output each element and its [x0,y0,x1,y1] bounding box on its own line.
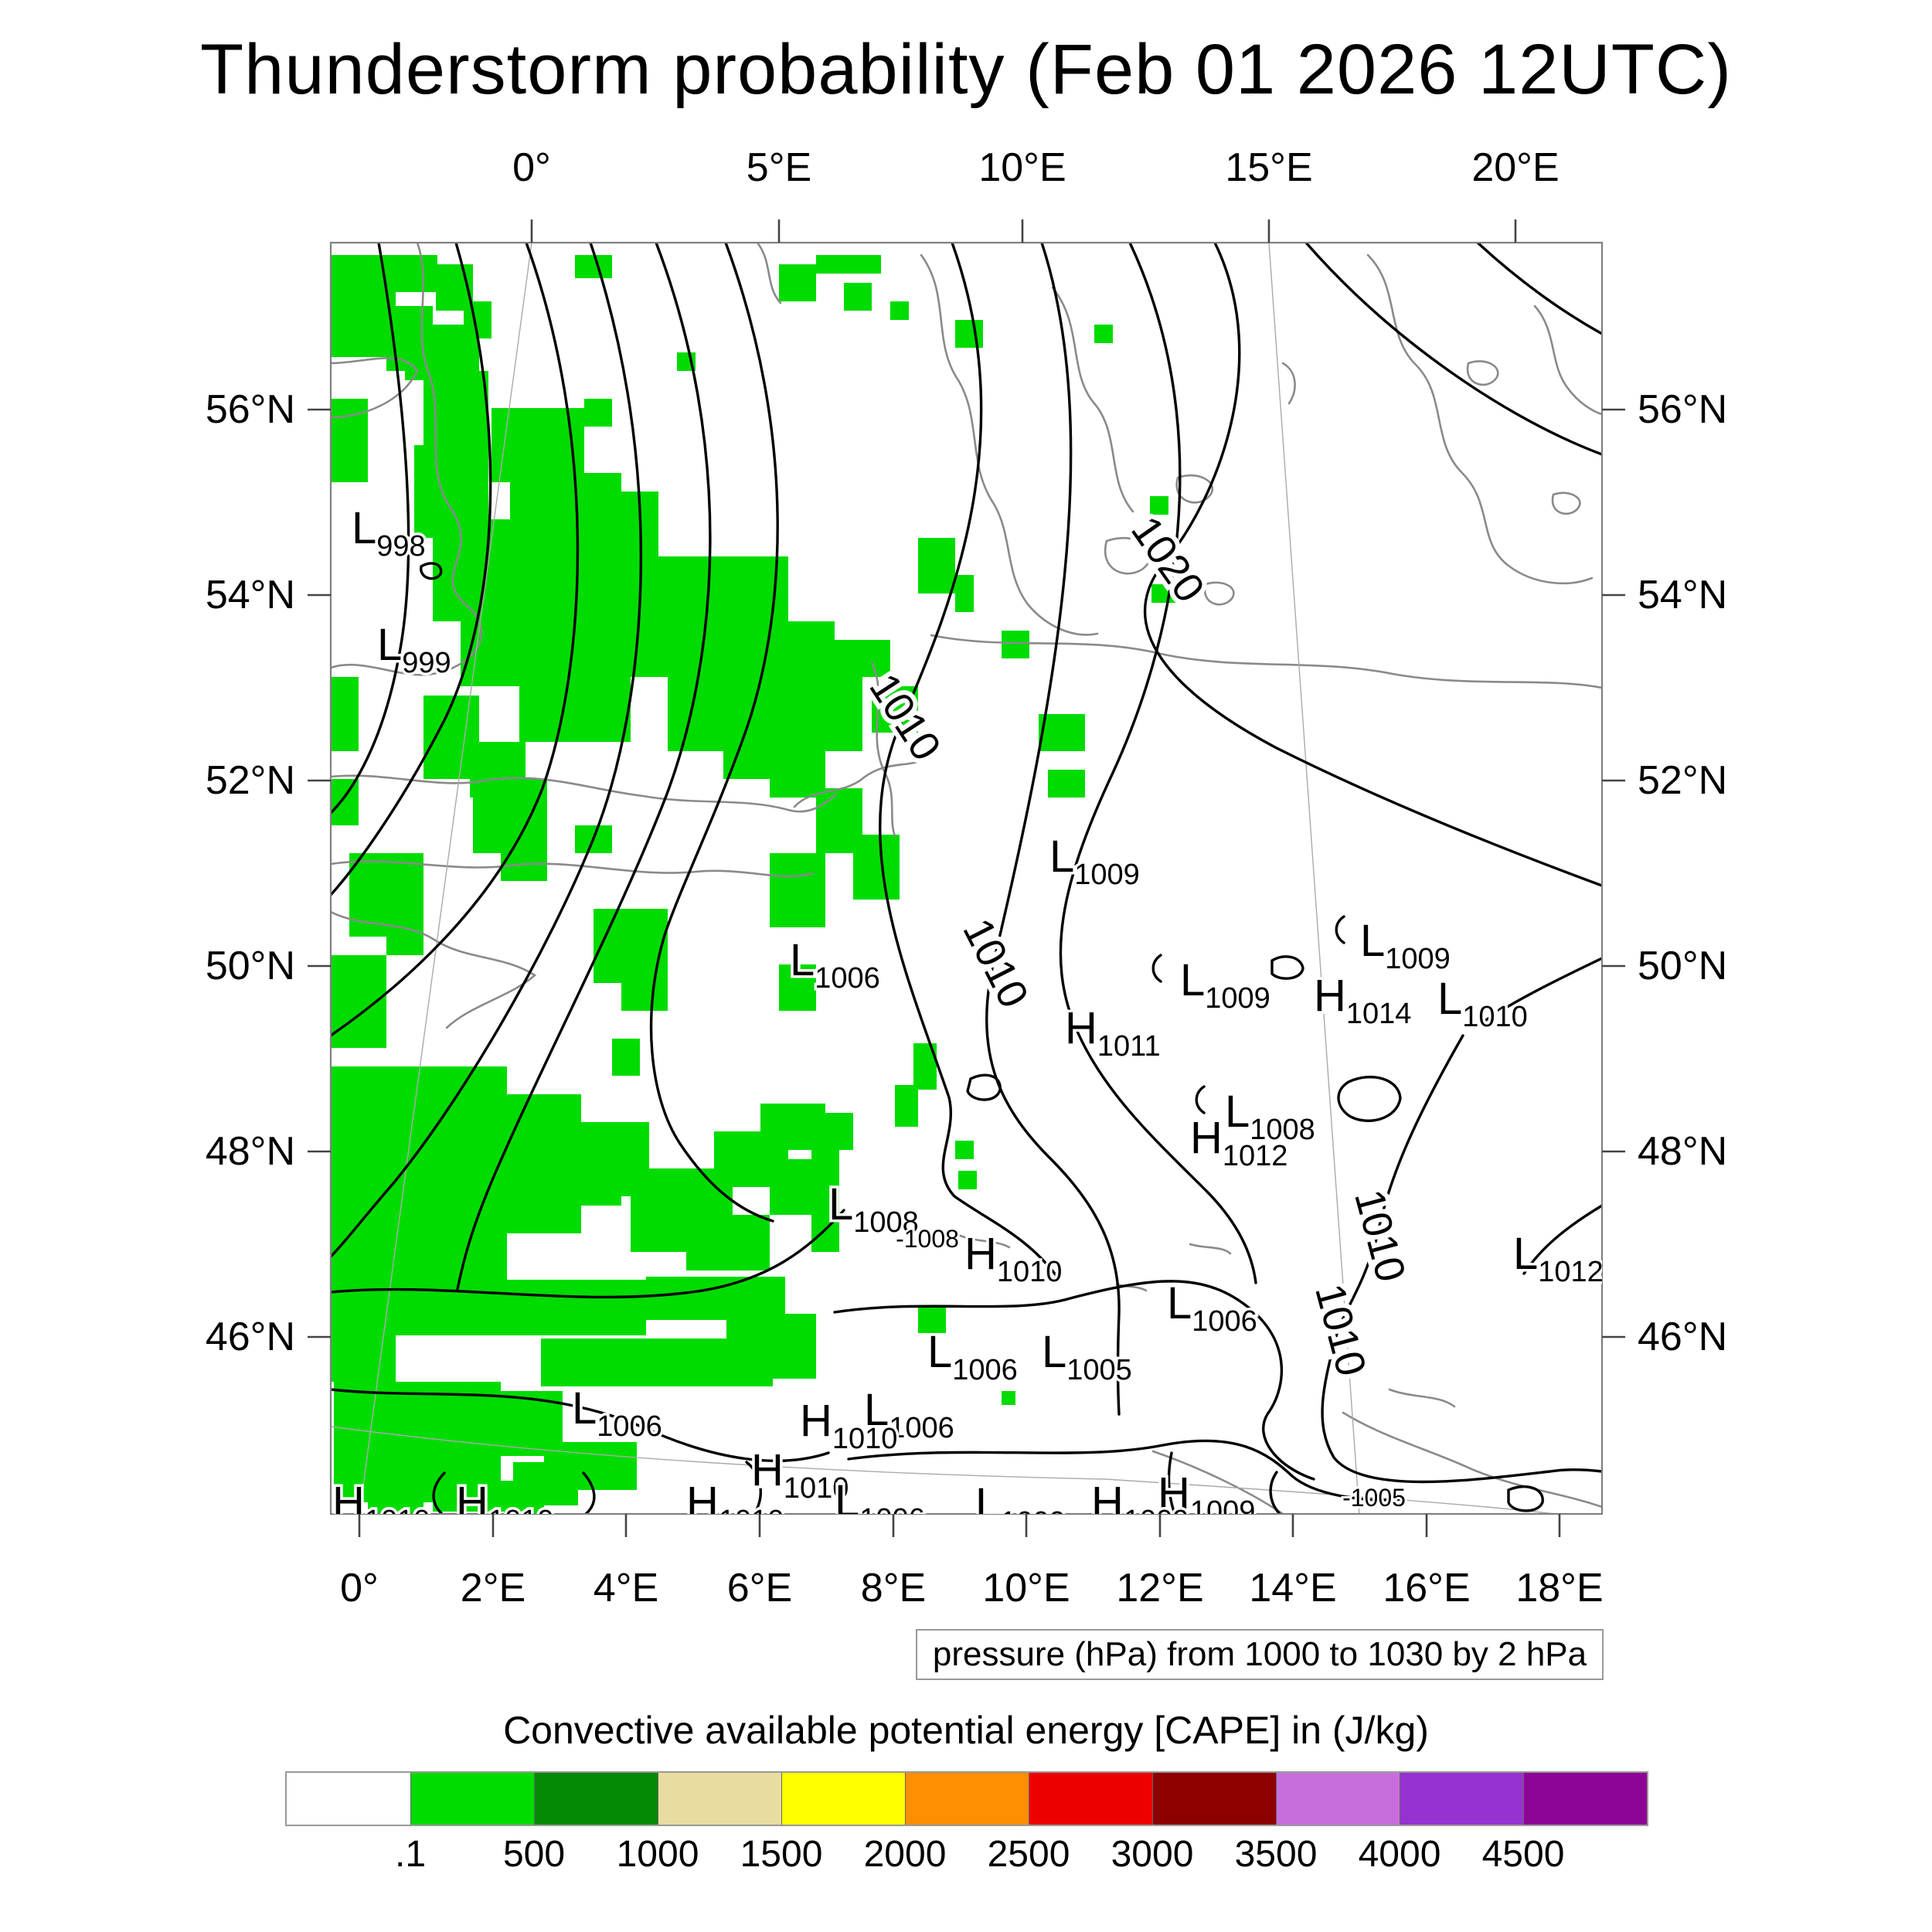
colorbar-tick-value: 3500 [1234,1834,1318,1875]
colorbar-cell [905,1773,1029,1825]
colorbar-cell [1152,1773,1276,1825]
colorbar-cell [287,1773,410,1825]
colorbar-cell [410,1773,534,1825]
colorbar-tick-value: 1500 [740,1834,823,1875]
isobar-value-label: 1010 [1306,1279,1375,1381]
pressure-center-label: L1009 [975,1479,1066,1539]
pressure-center-label: L1006 [572,1383,662,1443]
colorbar-tick-value: 500 [502,1834,566,1875]
lat-label-right: 46°N [1638,1315,1727,1359]
pressure-center-label: L1010 [1437,974,1528,1033]
colorbar-tick-value: 3000 [1111,1834,1194,1875]
colorbar-cell [534,1773,658,1825]
pressure-caption: pressure (hPa) from 1000 to 1030 by 2 hP… [916,1629,1604,1680]
lon-label-bottom: 16°E [1383,1566,1470,1611]
pressure-center-label: H1011 [1065,1003,1161,1063]
lat-label-right: 56°N [1638,387,1727,432]
pressure-center-label: L1006 [927,1327,1018,1386]
colorbar-cell [1029,1773,1152,1825]
lat-label-right: 52°N [1638,758,1727,803]
cape-colorbar [285,1771,1648,1826]
axis-labels: 0° 5°E 10°E 15°E 20°E 0° 2°E 4°E 6°E 8°E 10°E 12°E 1… [206,145,1727,1611]
colorbar-tick-labels: .1 500 1000 1500 2000 2500 3000 3500 4000 4500 [0,1833,1932,1879]
colorbar-cell [658,1773,781,1825]
colorbar-cell [1276,1773,1400,1825]
lon-label-bottom: 4°E [594,1566,658,1611]
lat-label-right: 54°N [1638,573,1727,617]
pressure-center-label: H1010 [964,1229,1062,1288]
lon-label-bottom: 0° [340,1566,379,1611]
colorbar-cell [1523,1773,1647,1825]
colorbar-tick-value: .1 [394,1834,427,1875]
lon-label-top: 20°E [1471,145,1559,190]
lon-label-top: 10°E [978,145,1066,190]
pressure-center-label: L1009 [1180,955,1270,1015]
colorbar-tick-value: 2500 [987,1834,1070,1875]
isobar-contours [331,243,1602,1514]
pressure-center-label: H1009 [1158,1468,1255,1528]
colorbar-tick-value: 2000 [863,1834,947,1875]
lon-label-top: 5°E [747,145,811,190]
lon-label-bottom: 12°E [1116,1566,1203,1611]
lon-label-bottom: 14°E [1249,1566,1336,1611]
lat-label-left: 50°N [206,944,295,988]
lon-label-top: 15°E [1225,145,1312,190]
pressure-center-label: H1014 [1314,971,1411,1030]
colorbar-title: Convective available potential energy [C… [503,1709,1429,1752]
isobar-small-label: -1005 [1342,1484,1406,1512]
lon-label-bottom: 8°E [861,1566,926,1611]
isobar-value-label: 1010 [1345,1185,1414,1287]
lat-label-left: 54°N [206,573,295,617]
coastlines [331,243,1602,1514]
pressure-center-label: L1009 [1049,832,1140,891]
colorbar-tick-value: 1000 [616,1834,699,1875]
pressure-center-label: L1009 [1360,916,1451,975]
lat-label-right: 48°N [1638,1129,1727,1174]
pressure-center-label: L1008 [1225,1087,1315,1146]
colorbar-tick-value: 4000 [1358,1834,1441,1875]
lon-label-bottom: 6°E [727,1566,792,1611]
lat-label-left: 48°N [206,1129,295,1174]
lat-label-right: 50°N [1638,944,1727,988]
graticule-lines [331,243,1556,1514]
page-title: Thunderstorm probability (Feb 01 2026 12… [199,30,1733,109]
lon-label-top: 0° [512,145,551,190]
lat-label-left: 56°N [206,387,295,432]
isobar-value-label: 1020 [1122,508,1213,611]
colorbar-tick-value: 4500 [1481,1834,1565,1875]
isobar-value-label: 1010 [954,911,1037,1015]
lon-label-bottom: 18°E [1515,1566,1603,1611]
lon-label-bottom: 10°E [982,1566,1070,1611]
isobar-small-label: -1008 [896,1225,959,1253]
lat-label-left: 52°N [206,758,295,803]
axis-ticks [308,219,1625,1537]
map-frame [329,241,1604,1515]
lat-label-left: 46°N [206,1315,295,1359]
cape-shaded-regions [331,255,1179,1513]
lon-label-bottom: 2°E [461,1566,526,1611]
colorbar-cell [1400,1773,1523,1825]
pressure-center-label: L1006 [835,1476,925,1536]
colorbar-cell [781,1773,905,1825]
